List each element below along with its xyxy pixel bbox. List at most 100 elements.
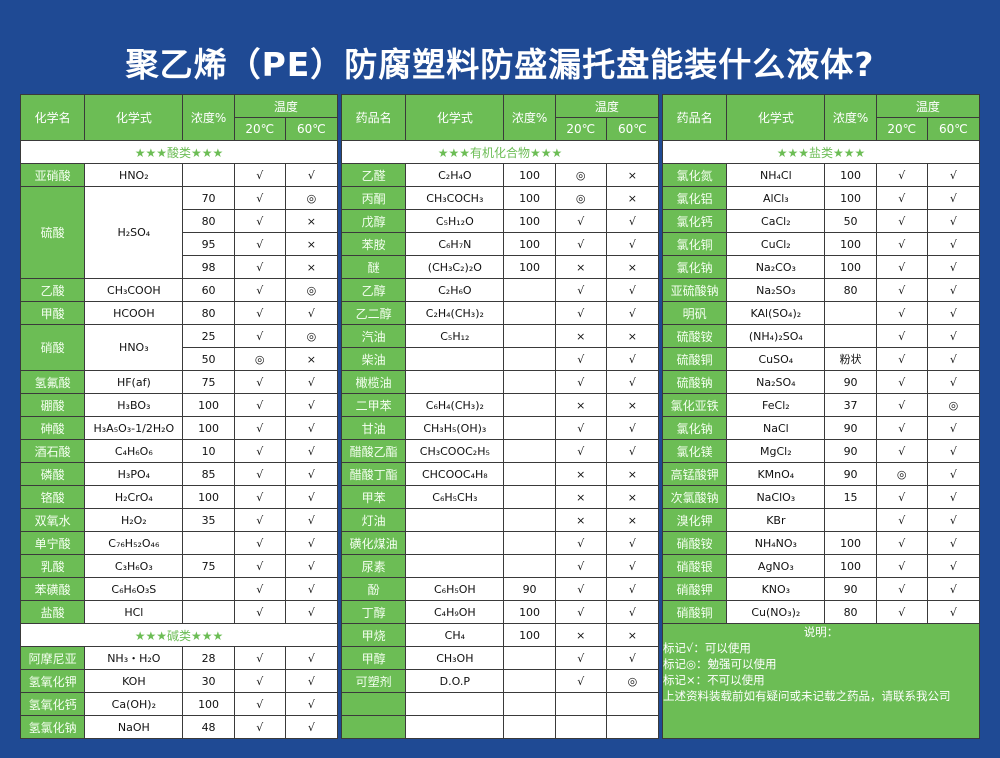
chemical-formula: MgCl₂ <box>726 439 826 463</box>
rating-20c: × <box>554 255 607 279</box>
table-row: 氯化钠 Na₂CO₃ 100 √ √ <box>661 255 981 279</box>
rating-20c: √ <box>875 278 928 302</box>
table-row: 苯胺 C₆H₇N 100 √ √ <box>340 232 660 256</box>
table-row: 氯化钙 CaCl₂ 50 √ √ <box>661 209 981 233</box>
concentration <box>503 692 556 716</box>
rating-20c: √ <box>875 393 928 417</box>
table-row: 氢氟酸 HF(af) 75 √ √ <box>19 370 339 394</box>
chemical-name: 酒石酸 <box>19 439 86 463</box>
rating-60c: √ <box>284 600 339 624</box>
concentration: 100 <box>503 186 556 210</box>
rating-60c: √ <box>926 347 981 371</box>
rating-20c: √ <box>554 416 607 440</box>
rating-20c: √ <box>875 186 928 210</box>
rating-20c: √ <box>233 301 286 325</box>
chemical-formula: KNO₃ <box>726 577 826 601</box>
table-row: 单宁酸 C₇₆H₅₂O₄₆ √ √ <box>19 531 339 555</box>
section-title: ★★★有机化合物★★★ <box>341 140 659 164</box>
chemical-formula: CuCl₂ <box>726 232 826 256</box>
page-title: 聚乙烯（PE）防腐塑料防盛漏托盘能装什么液体? <box>125 45 875 84</box>
rating-60c: √ <box>605 600 660 624</box>
table-row: 醋酸丁酯 CHCOOC₄H₈ × × <box>340 462 660 486</box>
rating-20c: √ <box>554 232 607 256</box>
chemical-formula: CaCl₂ <box>726 209 826 233</box>
chemical-formula: C₄H₉OH <box>405 600 505 624</box>
concentration <box>503 278 556 302</box>
table-row: 氢氧化钾 KOH 30 √ √ <box>19 669 339 693</box>
chemical-name: 氯化钠 <box>661 416 728 440</box>
rating-60c: × <box>605 163 660 187</box>
rating-20c: √ <box>233 508 286 532</box>
table-row: 氯化铝 AlCl₃ 100 √ √ <box>661 186 981 210</box>
concentration <box>824 301 877 325</box>
rating-60c: √ <box>926 462 981 486</box>
rating-60c: × <box>284 209 339 233</box>
concentration <box>182 531 235 555</box>
rating-20c: √ <box>233 692 286 716</box>
rating-20c: √ <box>554 347 607 371</box>
chemical-name: 乳酸 <box>19 554 86 578</box>
rating-60c: √ <box>284 163 339 187</box>
rating-60c: √ <box>605 646 660 670</box>
chemical-formula <box>405 692 505 716</box>
chemical-name: 酚 <box>340 577 407 601</box>
chemical-name: 醚 <box>340 255 407 279</box>
rating-60c: ◎ <box>605 669 660 693</box>
chemical-formula: H₂SO₄ <box>84 186 184 279</box>
rating-60c: × <box>605 255 660 279</box>
chemical-formula: FeCl₂ <box>726 393 826 417</box>
chemical-name: 乙酸 <box>19 278 86 302</box>
table-row: 醚 (CH₃C₂)₂O 100 × × <box>340 255 660 279</box>
concentration: 95 <box>182 232 235 256</box>
chemical-name: 柴油 <box>340 347 407 371</box>
concentration: 90 <box>824 416 877 440</box>
chemical-formula: C₆H₄(CH₃)₂ <box>405 393 505 417</box>
concentration <box>182 577 235 601</box>
chemical-formula: H₃BO₃ <box>84 393 184 417</box>
rating-60c: × <box>605 324 660 348</box>
rating-20c: × <box>554 623 607 647</box>
chemical-name: 氢氯化钠 <box>19 715 86 739</box>
rating-20c: √ <box>554 439 607 463</box>
rating-60c: √ <box>605 416 660 440</box>
chemical-name: 单宁酸 <box>19 531 86 555</box>
table-row: 次氯酸钠 NaClO₃ 15 √ √ <box>661 485 981 509</box>
table-row: 乙醇 C₂H₆O √ √ <box>340 278 660 302</box>
concentration <box>503 508 556 532</box>
concentration: 90 <box>503 577 556 601</box>
rating-20c: √ <box>875 324 928 348</box>
rating-20c: √ <box>875 600 928 624</box>
chemical-formula: NH₄NO₃ <box>726 531 826 555</box>
rating-60c: ◎ <box>284 278 339 302</box>
chemical-formula: CH₄ <box>405 623 505 647</box>
rating-60c: × <box>605 508 660 532</box>
header-temperature: 温度 <box>554 94 660 118</box>
rating-60c: √ <box>284 416 339 440</box>
header-20c: 20℃ <box>233 117 286 141</box>
chemical-name: 氯化铜 <box>661 232 728 256</box>
chemical-formula <box>405 531 505 555</box>
rating-20c: √ <box>554 600 607 624</box>
concentration: 100 <box>182 393 235 417</box>
rating-60c: × <box>284 255 339 279</box>
chemical-formula: Na₂CO₃ <box>726 255 826 279</box>
chemical-formula: CH₃COCH₃ <box>405 186 505 210</box>
header-concentration: 浓度% <box>503 94 556 141</box>
rating-60c: √ <box>605 278 660 302</box>
header-row: 20℃ 60℃ <box>663 117 981 141</box>
concentration: 25 <box>182 324 235 348</box>
rating-60c: √ <box>605 439 660 463</box>
chemical-formula: C₆H₅OH <box>405 577 505 601</box>
chemical-name: 灯油 <box>340 508 407 532</box>
rating-60c: √ <box>926 301 981 325</box>
rating-60c: √ <box>605 577 660 601</box>
chemical-name: 磺化煤油 <box>340 531 407 555</box>
table-row: 95 √ × <box>21 232 339 256</box>
chemical-name <box>340 715 407 739</box>
table-row: 双氧水 H₂O₂ 35 √ √ <box>19 508 339 532</box>
chemical-name: 醋酸丁酯 <box>340 462 407 486</box>
header-temperature: 温度 <box>233 94 339 118</box>
concentration: 35 <box>182 508 235 532</box>
rating-60c: √ <box>926 416 981 440</box>
legend-line: 标记√：可以使用 <box>663 641 751 655</box>
